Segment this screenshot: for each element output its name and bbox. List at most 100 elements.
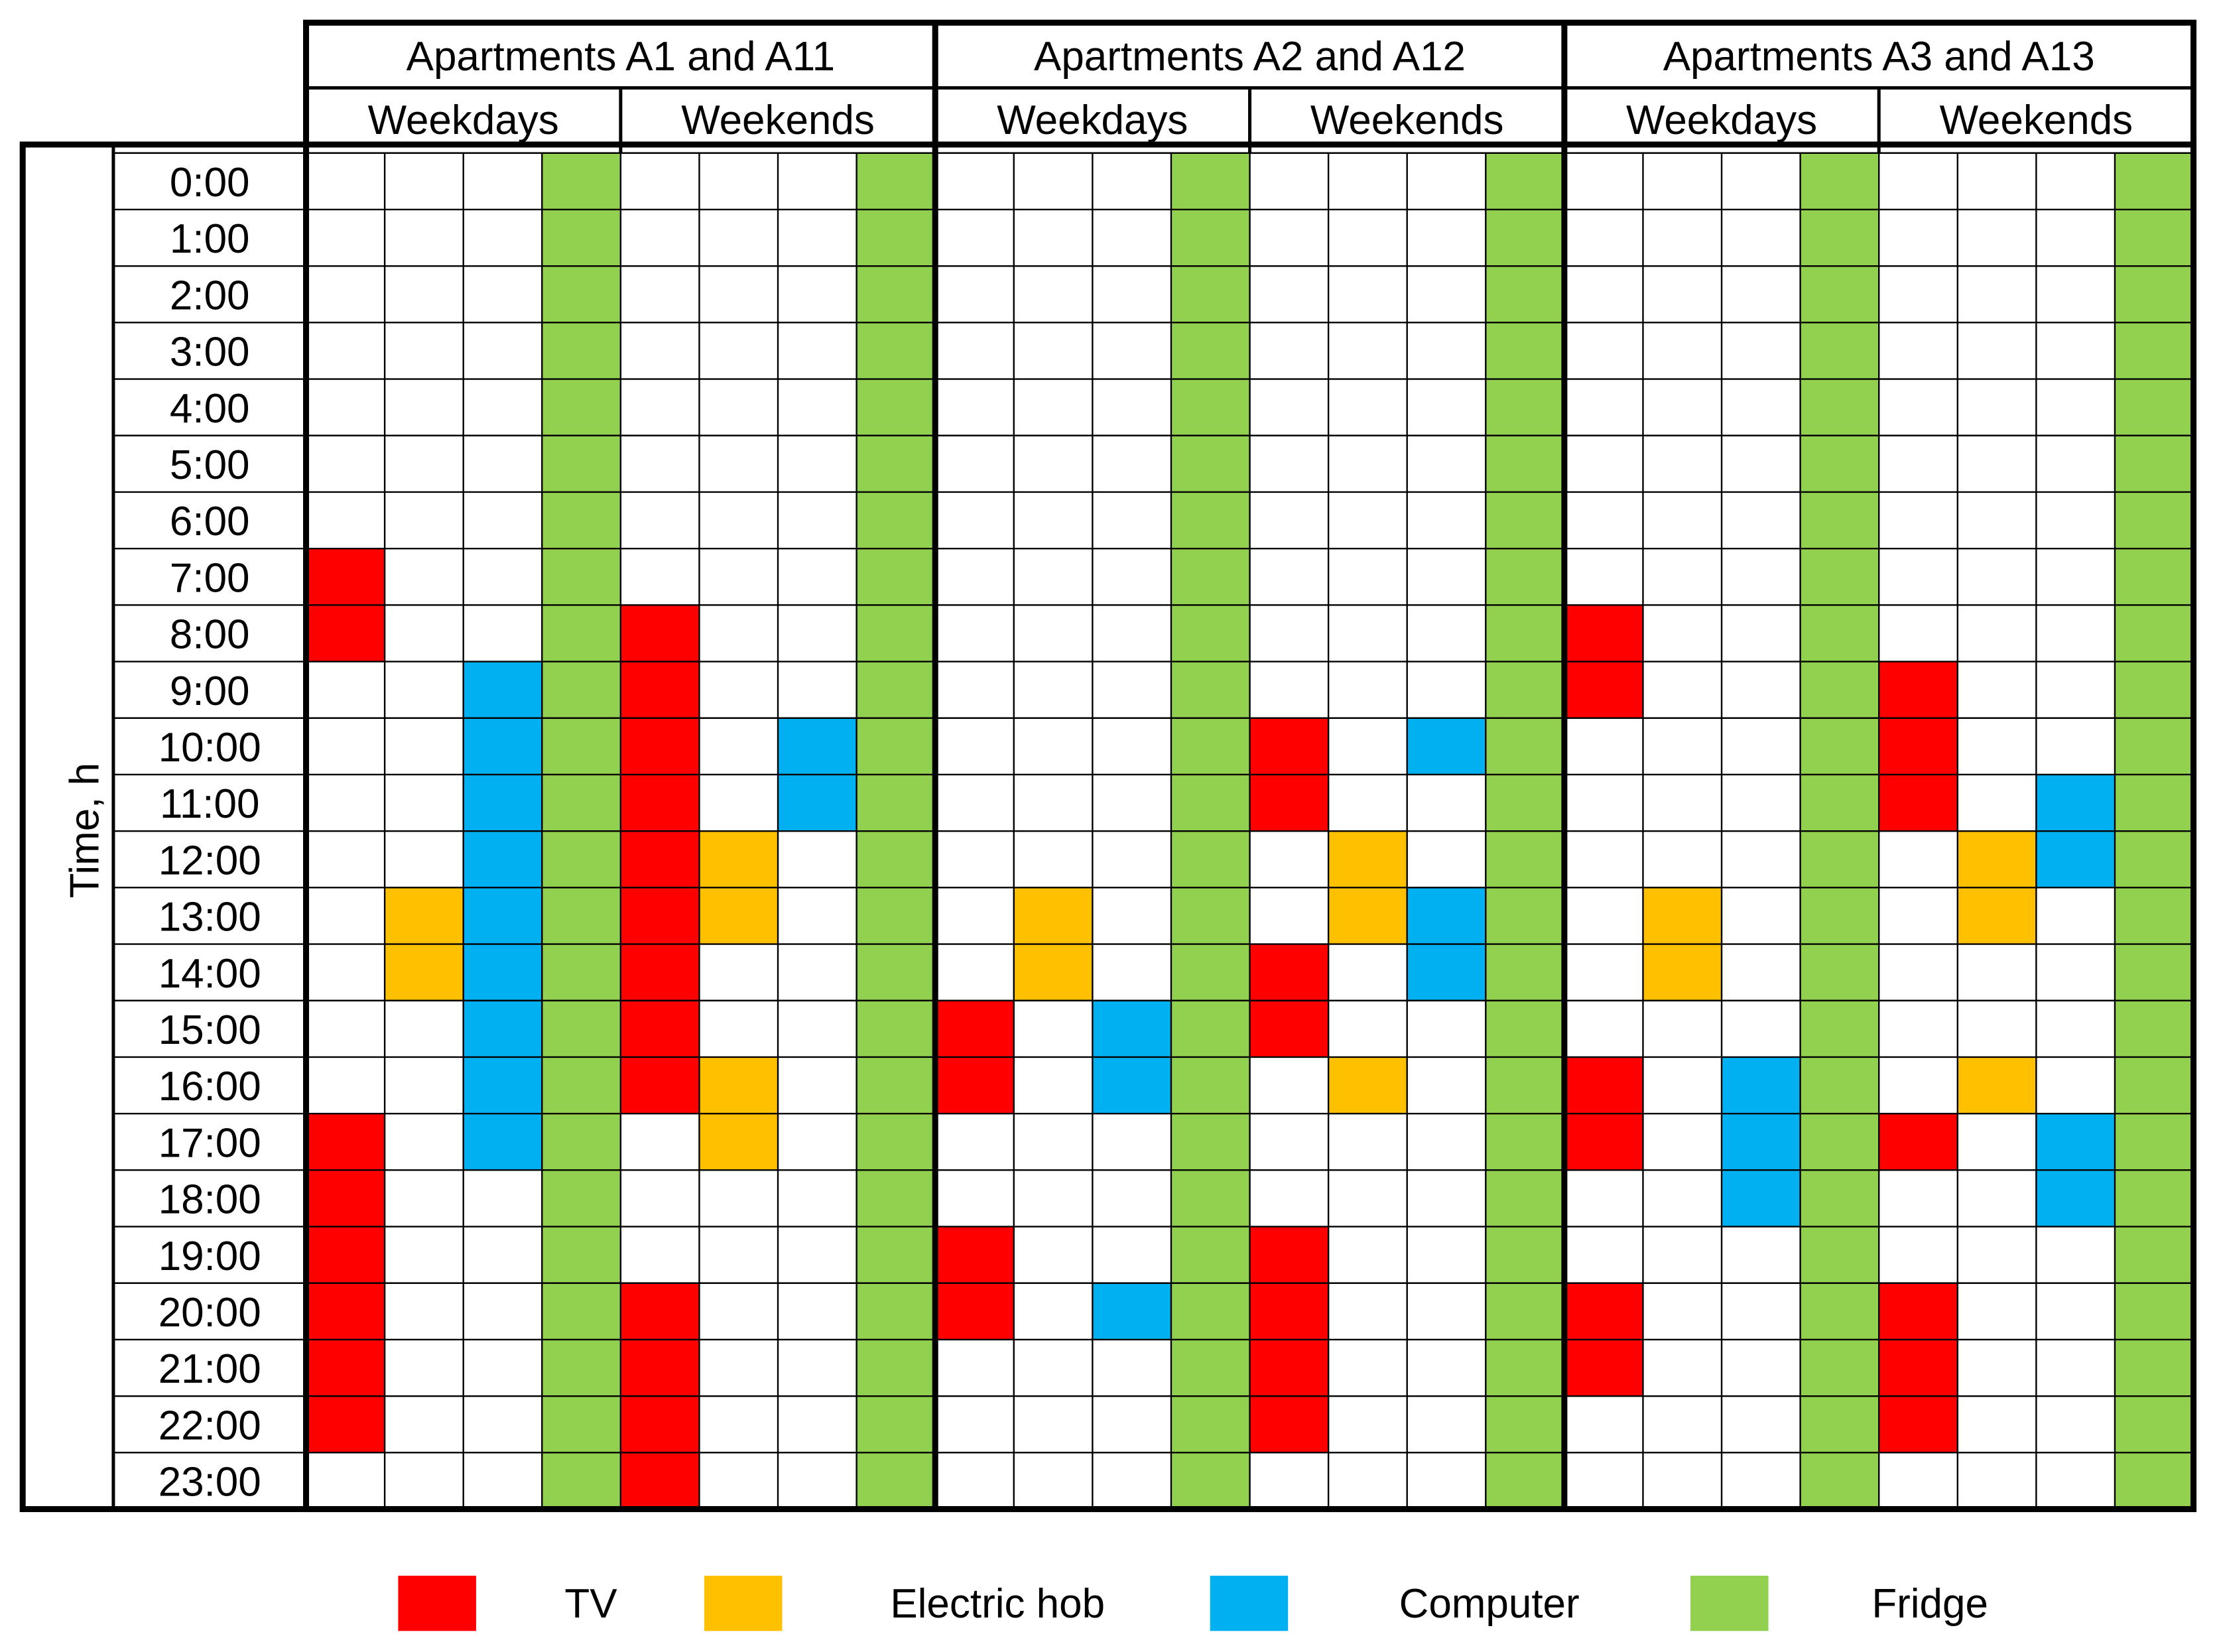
usage-cell-fridge — [1486, 1170, 1564, 1227]
usage-cell-electric-hob — [1013, 944, 1093, 1001]
usage-cell-fridge — [2114, 322, 2194, 379]
usage-cell-fridge — [1800, 1000, 1879, 1057]
legend-label: Fridge — [1871, 1581, 1988, 1627]
usage-cell-fridge — [856, 209, 936, 267]
usage-cell-electric-hob — [699, 831, 779, 888]
time-tick-label: 6:00 — [170, 499, 250, 544]
legend-label: Computer — [1399, 1581, 1580, 1627]
usage-cell-fridge — [1171, 944, 1250, 1001]
usage-cell-tv — [620, 1283, 700, 1340]
time-tick-label: 20:00 — [158, 1290, 261, 1336]
usage-cell-computer — [1092, 1283, 1171, 1340]
usage-cell-tv — [620, 1452, 700, 1509]
usage-cell-electric-hob — [699, 887, 779, 944]
time-tick-label: 11:00 — [160, 781, 259, 827]
usage-cell-fridge — [1486, 831, 1564, 888]
usage-cell-fridge — [1171, 1170, 1250, 1227]
usage-cell-fridge — [1800, 774, 1879, 832]
usage-cell-fridge — [856, 1226, 936, 1283]
usage-cell-fridge — [542, 153, 621, 210]
usage-cell-fridge — [1800, 435, 1879, 492]
usage-cell-fridge — [1171, 1283, 1250, 1340]
usage-cell-fridge — [2114, 209, 2194, 267]
usage-cell-fridge — [2114, 491, 2194, 549]
usage-cell-fridge — [1486, 209, 1564, 267]
usage-cell-computer — [463, 944, 542, 1001]
usage-cell-tv — [620, 605, 700, 662]
usage-cell-fridge — [1800, 548, 1879, 605]
time-tick-label: 9:00 — [170, 668, 250, 714]
usage-cell-electric-hob — [385, 887, 464, 944]
usage-cell-fridge — [1171, 491, 1250, 549]
usage-cell-fridge — [542, 322, 621, 379]
usage-cell-fridge — [2114, 1339, 2194, 1397]
usage-cell-tv — [935, 1000, 1014, 1057]
time-tick-label: 17:00 — [158, 1120, 261, 1166]
usage-cell-electric-hob — [385, 944, 464, 1001]
usage-cell-fridge — [1486, 153, 1564, 210]
usage-cell-tv — [620, 944, 700, 1001]
time-tick-label: 3:00 — [170, 330, 250, 375]
usage-cell-fridge — [856, 887, 936, 944]
usage-cell-fridge — [1800, 661, 1879, 718]
usage-cell-fridge — [856, 661, 936, 718]
usage-cell-fridge — [542, 661, 621, 718]
usage-cell-fridge — [1171, 831, 1250, 888]
usage-cell-fridge — [542, 605, 621, 662]
usage-cell-fridge — [1486, 605, 1564, 662]
usage-cell-fridge — [1486, 435, 1564, 492]
usage-cell-computer — [778, 774, 857, 832]
time-tick-label: 23:00 — [158, 1460, 261, 1505]
time-tick-label: 21:00 — [158, 1346, 261, 1392]
usage-cell-computer — [1407, 718, 1486, 775]
usage-cell-fridge — [1486, 661, 1564, 718]
usage-cell-tv — [1879, 1283, 1958, 1340]
usage-cell-fridge — [856, 1170, 936, 1227]
usage-cell-fridge — [542, 1452, 621, 1509]
usage-cell-electric-hob — [1328, 887, 1407, 944]
period-header: Weekdays — [368, 97, 559, 143]
usage-cell-fridge — [1171, 887, 1250, 944]
header-labels: Apartments A1 and A11 Weekdays Weekends Apa… — [62, 34, 2133, 1505]
usage-cell-tv — [306, 1170, 385, 1227]
usage-cell-tv — [306, 1283, 385, 1340]
time-tick-label: 13:00 — [158, 895, 261, 940]
period-header: Weekends — [681, 97, 875, 143]
usage-cell-fridge — [856, 491, 936, 549]
usage-cell-fridge — [856, 774, 936, 832]
usage-cell-fridge — [1800, 1056, 1879, 1114]
time-tick-label: 7:00 — [170, 555, 250, 601]
usage-cell-electric-hob — [1328, 1056, 1407, 1114]
body-frame — [19, 141, 2197, 1513]
legend: TV Electric hob Computer Fridge — [398, 1575, 1988, 1631]
usage-cell-fridge — [2114, 435, 2194, 492]
usage-cell-tv — [1249, 1226, 1329, 1283]
usage-cell-fridge — [1171, 322, 1250, 379]
time-tick-label: 14:00 — [158, 951, 261, 997]
group-header: Apartments A3 and A13 — [1663, 34, 2095, 80]
usage-cell-fridge — [2114, 831, 2194, 888]
usage-cell-fridge — [1171, 153, 1250, 210]
table-frame — [19, 19, 2197, 1513]
usage-cell-tv — [620, 1056, 700, 1114]
usage-cell-fridge — [542, 1056, 621, 1114]
usage-cell-tv — [306, 605, 385, 662]
usage-cell-fridge — [856, 548, 936, 605]
usage-cell-fridge — [1171, 209, 1250, 267]
usage-cell-fridge — [1486, 718, 1564, 775]
usage-cell-tv — [620, 831, 700, 888]
usage-cell-tv — [1564, 605, 1643, 662]
usage-cell-fridge — [1171, 1226, 1250, 1283]
usage-cell-fridge — [856, 1056, 936, 1114]
usage-cell-fridge — [542, 887, 621, 944]
usage-cell-fridge — [542, 774, 621, 832]
legend-swatch-fridge — [1690, 1575, 1769, 1631]
usage-cell-tv — [935, 1056, 1014, 1114]
time-tick-label: 22:00 — [158, 1403, 261, 1448]
usage-cell-tv — [1564, 1056, 1643, 1114]
usage-cell-computer — [1092, 1000, 1171, 1057]
usage-cell-tv — [1564, 1113, 1643, 1171]
usage-cell-tv — [1879, 774, 1958, 832]
usage-cell-fridge — [2114, 1113, 2194, 1171]
